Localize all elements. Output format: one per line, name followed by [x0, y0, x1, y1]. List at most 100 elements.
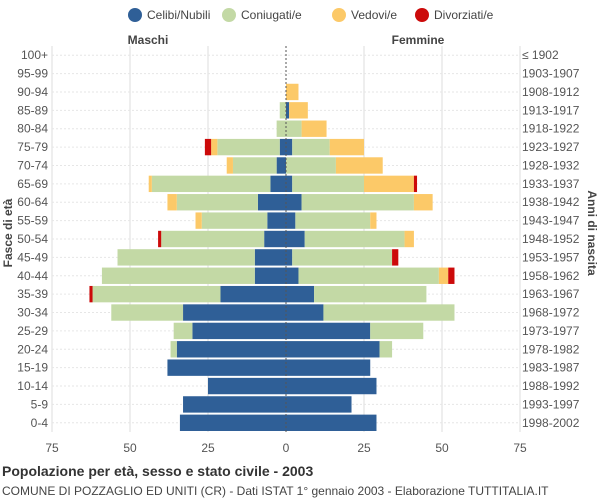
female-bar-15-19-0 [286, 359, 371, 376]
male-bar-55-59-1 [201, 212, 268, 229]
male-bar-75-79-0 [279, 138, 286, 156]
female-bar-70-74-1 [286, 157, 336, 174]
legend-swatch-3 [415, 8, 429, 22]
male-bar-45-49-0 [254, 249, 286, 266]
birth-year-label: 1953-1957 [522, 250, 580, 264]
female-bar-60-64-2 [413, 194, 433, 211]
birth-year-label: 1933-1937 [522, 177, 580, 191]
age-label: 80-84 [17, 122, 48, 136]
age-label: 90-94 [17, 85, 48, 99]
female-bar-5-9-0 [286, 396, 352, 413]
female-bar-55-59-1 [295, 212, 371, 229]
male-bar-65-69-1 [151, 175, 271, 193]
birth-year-label: 1903-1907 [522, 67, 580, 81]
birth-year-label: 1978-1982 [522, 342, 580, 356]
birth-year-label: 1923-1927 [522, 140, 580, 154]
age-group-labels: 100+ 95-99 90-94 85-89 80-84 75-79 70-74 65-69 6… [17, 48, 48, 430]
female-bar-75-79-0 [286, 138, 293, 156]
female-bar-90-94-2 [286, 83, 299, 101]
female-bar-75-79-1 [292, 138, 330, 156]
female-bar-50-54-2 [404, 230, 414, 248]
female-bar-65-69-1 [292, 175, 364, 193]
female-bar-25-29-1 [370, 322, 424, 340]
male-bar-35-39-3 [89, 285, 93, 303]
birth-year-label: 1938-1942 [522, 195, 580, 209]
age-label: 60-64 [17, 195, 48, 209]
age-label: 15-19 [17, 361, 48, 375]
male-bar-20-24-1 [170, 341, 177, 358]
female-bar-85-89-0 [286, 102, 290, 119]
male-bar-15-19-0 [167, 359, 286, 376]
female-bar-65-69-0 [286, 175, 293, 193]
birth-year-label: 1963-1967 [522, 287, 580, 301]
age-label: 0-4 [31, 416, 49, 430]
age-label: 25-29 [17, 324, 48, 338]
male-bar-55-59-2 [195, 212, 202, 229]
x-axis-ticks: 75 50 25 0 25 50 75 [45, 441, 527, 455]
female-bar-40-44-3 [448, 267, 455, 284]
female-bar-10-14-0 [286, 377, 377, 395]
age-label: 30-34 [17, 306, 48, 320]
male-bar-75-79-2 [211, 138, 218, 156]
male-bar-45-49-1 [117, 249, 255, 266]
age-label: 95-99 [17, 67, 48, 81]
male-bar-10-14-0 [208, 377, 286, 395]
female-bar-80-84-2 [301, 120, 327, 137]
x-tick-label: 75 [513, 441, 527, 455]
female-bar-65-69-2 [364, 175, 414, 193]
female-bar-45-49-1 [292, 249, 393, 266]
female-bar-50-54-1 [304, 230, 405, 248]
male-bar-50-54-0 [264, 230, 286, 248]
female-bar-45-49-3 [392, 249, 399, 266]
y-axis-title-left: Fasce di età [1, 198, 15, 267]
birth-year-label: 1943-1947 [522, 214, 580, 228]
legend-swatch-2 [332, 8, 346, 22]
male-bar-55-59-0 [267, 212, 286, 229]
birth-year-label: 1998-2002 [522, 416, 580, 430]
male-bar-40-44-1 [101, 267, 255, 284]
male-bar-60-64-0 [257, 194, 286, 211]
birth-year-label: 1928-1932 [522, 158, 580, 172]
birth-year-label: 1918-1922 [522, 122, 580, 136]
y-axis-title-right: Anni di nascita [585, 190, 599, 276]
age-label: 5-9 [31, 397, 49, 411]
x-tick-label: 50 [123, 441, 137, 455]
male-bar-35-39-1 [92, 285, 221, 303]
male-bar-30-34-1 [111, 304, 184, 321]
legend-label-1: Coniugati/e [241, 8, 302, 22]
male-bar-20-24-0 [176, 341, 286, 358]
x-tick-label: 0 [283, 441, 290, 455]
birth-year-label: 1948-1952 [522, 232, 580, 246]
age-label: 45-49 [17, 250, 48, 264]
female-bar-55-59-2 [370, 212, 377, 229]
birth-year-labels: ≤ 1902 1903-1907 1908-1912 1913-1917 1918-19… [522, 48, 580, 430]
age-label: 100+ [21, 48, 48, 62]
legend-label-2: Vedovi/e [351, 8, 397, 22]
legend-label-3: Divorziati/e [434, 8, 494, 22]
age-label: 35-39 [17, 287, 48, 301]
female-bar-40-44-2 [438, 267, 449, 284]
female-bar-60-64-0 [286, 194, 302, 211]
male-bar-25-29-0 [192, 322, 286, 340]
female-bar-40-44-0 [286, 267, 299, 284]
female-bar-30-34-0 [286, 304, 324, 321]
female-bar-50-54-0 [286, 230, 305, 248]
chart-subtitle: COMUNE DI POZZAGLIO ED UNITI (CR) - Dati… [2, 484, 549, 498]
legend: Celibi/Nubili Coniugati/e Vedovi/e Divorzia… [128, 8, 494, 22]
age-label: 10-14 [17, 379, 48, 393]
age-label: 40-44 [17, 269, 48, 283]
birth-year-label: 1958-1962 [522, 269, 580, 283]
female-bar-40-44-1 [298, 267, 439, 284]
female-bar-35-39-0 [286, 285, 315, 303]
birth-year-label: 1993-1997 [522, 397, 580, 411]
female-bar-70-74-2 [335, 157, 383, 174]
female-bar-35-39-1 [314, 285, 427, 303]
male-bar-65-69-0 [270, 175, 286, 193]
female-bar-85-89-2 [289, 102, 308, 119]
female-bar-20-24-1 [379, 341, 393, 358]
x-tick-label: 25 [357, 441, 371, 455]
male-bar-40-44-0 [254, 267, 286, 284]
birth-year-label: ≤ 1902 [522, 48, 559, 62]
male-bar-25-29-1 [173, 322, 193, 340]
female-bar-0-4-0 [286, 414, 377, 431]
